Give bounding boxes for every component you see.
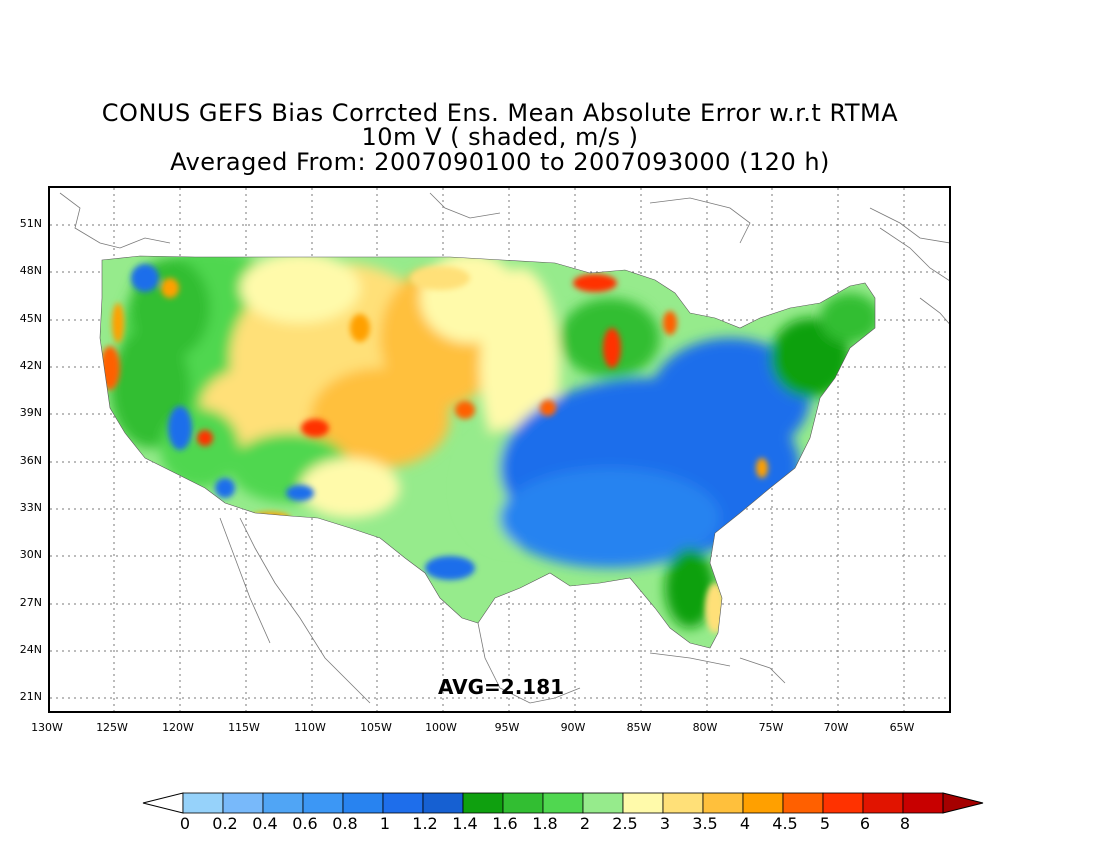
lat-label: 48N xyxy=(19,264,42,277)
lon-label: 70W xyxy=(823,721,849,734)
colorbar-swatch xyxy=(862,792,904,814)
colorbar-swatch xyxy=(462,792,504,814)
coastline-lines xyxy=(59,192,949,704)
colorbar-label: 4.5 xyxy=(772,814,798,833)
title-line-2: 10m V ( shaded, m/s ) xyxy=(361,123,639,151)
colorbar-under-triangle xyxy=(142,792,184,814)
colorbar-label: 6 xyxy=(859,814,871,833)
lon-label: 65W xyxy=(889,721,915,734)
lat-label: 42N xyxy=(19,359,42,372)
average-label: AVG=2.181 xyxy=(438,675,565,699)
colorbar-swatch xyxy=(822,792,864,814)
lon-label: 130W xyxy=(31,721,63,734)
colorbar-label: 0.6 xyxy=(292,814,318,833)
colorbar-label: 5 xyxy=(819,814,831,833)
colorbar-swatch xyxy=(902,792,944,814)
colorbar-swatch xyxy=(302,792,344,814)
lon-label: 110W xyxy=(294,721,326,734)
lon-label: 115W xyxy=(228,721,260,734)
colorbar-swatch xyxy=(502,792,544,814)
colorbar-swatch xyxy=(422,792,464,814)
colorbar-swatch xyxy=(382,792,424,814)
colorbar-swatch xyxy=(182,792,224,814)
colorbar-label: 1.6 xyxy=(492,814,518,833)
colorbar-label: 0.4 xyxy=(252,814,278,833)
colorbar-swatch xyxy=(702,792,744,814)
colorbar-label: 1.2 xyxy=(412,814,438,833)
colorbar-label: 3.5 xyxy=(692,814,718,833)
lat-label: 45N xyxy=(19,312,42,325)
lat-label: 36N xyxy=(19,454,42,467)
colorbar-swatch xyxy=(342,792,384,814)
colorbar-label: 1.4 xyxy=(452,814,478,833)
lon-label: 125W xyxy=(96,721,128,734)
lat-label: 24N xyxy=(19,643,42,656)
title-line-3: Averaged From: 2007090100 to 2007093000 … xyxy=(170,148,830,176)
colorbar-swatch xyxy=(542,792,584,814)
colorbar-label: 2 xyxy=(579,814,591,833)
colorbar-swatch xyxy=(782,792,824,814)
lat-label: 30N xyxy=(19,548,42,561)
lon-label: 95W xyxy=(494,721,520,734)
lon-label: 120W xyxy=(162,721,194,734)
lon-label: 80W xyxy=(692,721,718,734)
colorbar-label: 2.5 xyxy=(612,814,638,833)
colorbar-label: 8 xyxy=(899,814,911,833)
conus-error-map xyxy=(50,188,949,711)
lon-label: 100W xyxy=(425,721,457,734)
conus-outline xyxy=(99,255,876,649)
colorbar-label: 0 xyxy=(179,814,191,833)
colorbar-swatch xyxy=(262,792,304,814)
colorbar-over-triangle xyxy=(942,792,984,814)
lat-label: 27N xyxy=(19,596,42,609)
colorbar-label: 1 xyxy=(379,814,391,833)
lon-label: 85W xyxy=(626,721,652,734)
colorbar-swatch xyxy=(742,792,784,814)
colorbar-label: 3 xyxy=(659,814,671,833)
map-panel xyxy=(48,186,951,713)
lat-label: 39N xyxy=(19,406,42,419)
lon-label: 75W xyxy=(758,721,784,734)
colorbar-swatch xyxy=(622,792,664,814)
colorbar-swatch xyxy=(582,792,624,814)
colorbar-label: 1.8 xyxy=(532,814,558,833)
lat-label: 21N xyxy=(19,690,42,703)
colorbar-label: 0.8 xyxy=(332,814,358,833)
colorbar-label: 4 xyxy=(739,814,751,833)
lon-label: 90W xyxy=(560,721,586,734)
lat-label: 33N xyxy=(19,501,42,514)
lon-label: 105W xyxy=(360,721,392,734)
colorbar-swatch xyxy=(222,792,264,814)
lat-label: 51N xyxy=(19,217,42,230)
colorbar-swatch xyxy=(662,792,704,814)
title-line-1: CONUS GEFS Bias Corrcted Ens. Mean Absol… xyxy=(101,99,899,127)
colorbar-label: 0.2 xyxy=(212,814,238,833)
